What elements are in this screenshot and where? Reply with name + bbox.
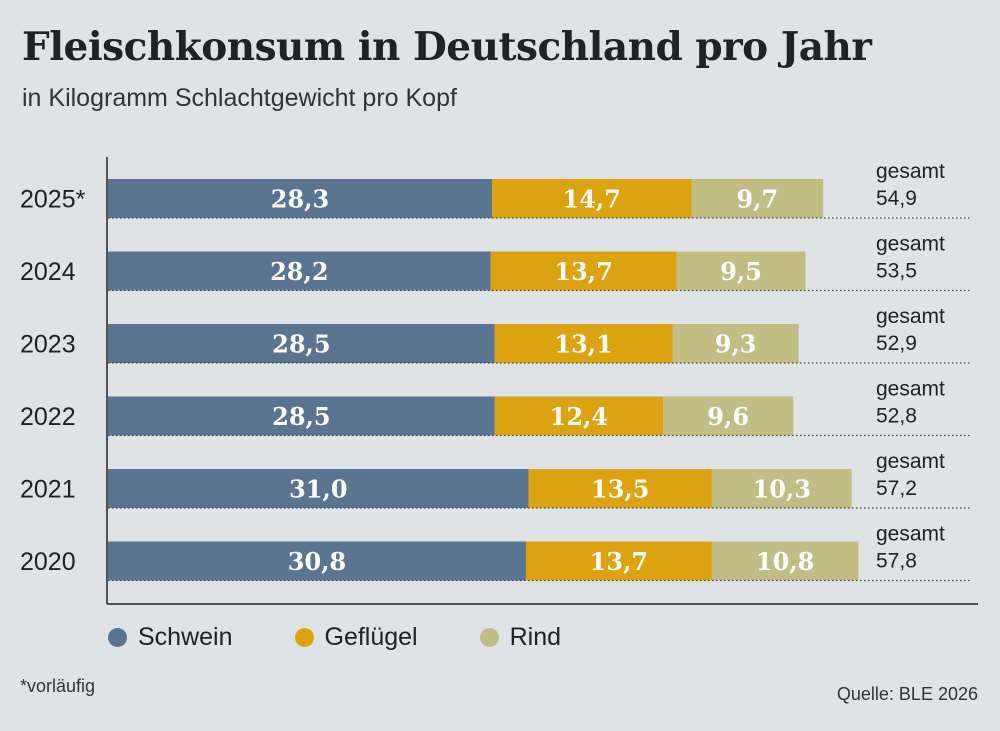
legend-swatch: [479, 627, 499, 647]
bar-segment-schwein: [108, 469, 529, 508]
bar-segment-schwein: [108, 324, 495, 363]
total-value: 57,2: [876, 477, 917, 500]
total-caption: gesamt: [876, 160, 945, 183]
bar-segment-rind: [672, 324, 799, 363]
total-value: 57,8: [876, 550, 917, 573]
bar-segment-geflügel: [494, 324, 673, 363]
year-label: 2023: [20, 331, 76, 359]
legend-label: Schwein: [138, 622, 233, 651]
value-label: 28,3: [271, 185, 329, 214]
total-caption: gesamt: [876, 450, 945, 473]
bar-segment-geflügel: [494, 396, 664, 436]
legend-label: Geflügel: [324, 622, 418, 651]
bar-segment-schwein: [108, 541, 526, 581]
total-value: 54,9: [876, 187, 917, 210]
bar-segment-geflügel: [525, 541, 712, 581]
value-label: 28,5: [272, 402, 330, 431]
value-label: 13,5: [591, 475, 649, 504]
value-label: 10,8: [756, 547, 814, 576]
bar-segment-schwein: [108, 179, 493, 218]
legend-item: Geflügel: [294, 622, 418, 652]
value-label: 30,8: [288, 547, 346, 576]
legend-swatch: [294, 627, 314, 647]
year-label: 2021: [20, 476, 76, 504]
bar-segment-rind: [663, 396, 794, 436]
chart-title: Fleischkonsum in Deutschland pro Jahr: [22, 24, 872, 70]
value-label: 9,3: [715, 330, 757, 359]
bar-segment-schwein: [108, 251, 491, 291]
bar-segment-rind: [711, 541, 859, 581]
value-label: 28,2: [270, 257, 328, 286]
bar-segment-rind: [676, 251, 806, 291]
total-value: 53,5: [876, 260, 917, 283]
source-note: Quelle: BLE 2026: [836, 684, 978, 704]
value-label: 28,5: [272, 330, 330, 359]
value-label: 12,4: [550, 402, 608, 431]
year-label: 2024: [20, 258, 76, 286]
total-caption: gesamt: [876, 378, 945, 401]
value-label: 13,1: [554, 330, 612, 359]
total-caption: gesamt: [876, 233, 945, 256]
bar-segment-rind: [711, 469, 852, 508]
year-label: 2020: [20, 548, 76, 576]
bar-segment-rind: [691, 179, 824, 218]
value-label: 31,0: [289, 475, 347, 504]
bar-segment-geflügel: [528, 469, 712, 508]
year-label: 2025*: [20, 186, 86, 214]
value-label: 9,5: [720, 257, 762, 286]
value-label: 10,3: [753, 475, 811, 504]
legend: Schwein Geflügel Rind: [108, 620, 623, 654]
value-label: 14,7: [563, 185, 621, 214]
legend-label: Rind: [509, 622, 562, 651]
bar-segment-geflügel: [492, 179, 692, 218]
value-label: 13,7: [554, 257, 612, 286]
footnote: *vorläufig: [20, 676, 96, 696]
value-label: 13,7: [590, 547, 648, 576]
legend-item: Rind: [479, 622, 562, 652]
value-label: 9,7: [736, 185, 778, 214]
bar-segment-geflügel: [490, 251, 677, 291]
total-caption: gesamt: [876, 523, 945, 546]
total-value: 52,8: [876, 405, 917, 428]
chart-subtitle: in Kilogramm Schlachtgewicht pro Kopf: [22, 84, 457, 112]
total-caption: gesamt: [876, 305, 945, 328]
total-value: 52,9: [876, 332, 917, 355]
legend-item: Schwein: [108, 623, 233, 652]
value-label: 9,6: [707, 402, 749, 431]
legend-swatch: [108, 627, 127, 647]
bar-segment-schwein: [108, 396, 495, 436]
year-label: 2022: [20, 403, 76, 431]
